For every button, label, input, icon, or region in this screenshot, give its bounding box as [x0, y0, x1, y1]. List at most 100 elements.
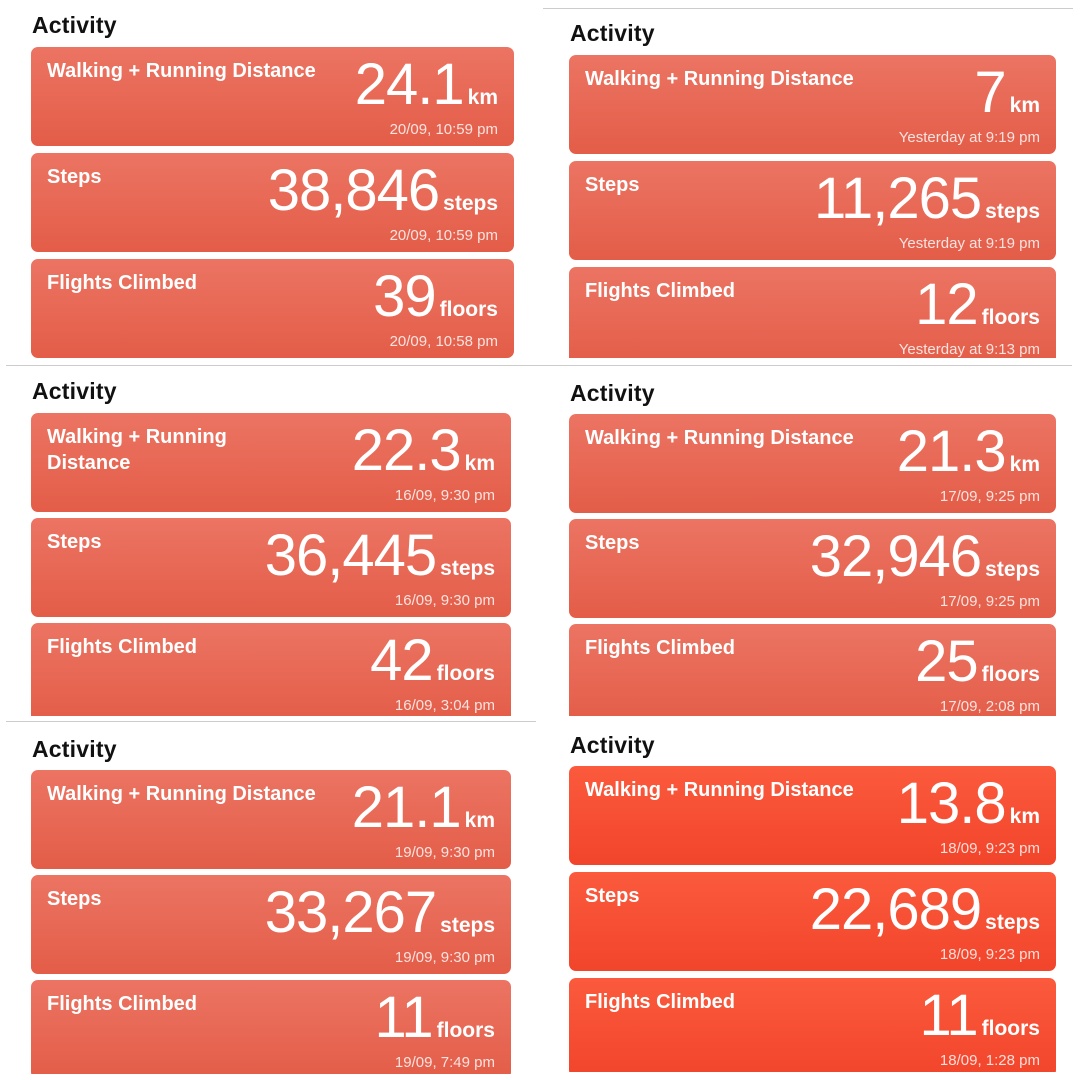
steps-card[interactable]: Steps 36,445 steps 16/09, 9:30 pm: [31, 518, 511, 617]
metric-number: 11: [919, 983, 978, 1048]
card-timestamp: 18/09, 9:23 pm: [939, 840, 1040, 857]
card-label: Steps: [47, 888, 102, 910]
card-value: 21.3 km: [897, 422, 1040, 482]
activity-heading: Activity: [32, 378, 117, 404]
steps-card[interactable]: Steps 11,265 steps Yesterday at 9:19 pm: [569, 161, 1056, 260]
card-timestamp: 19/09, 9:30 pm: [394, 844, 495, 861]
metric-unit: steps: [985, 558, 1040, 581]
metric-unit: floors: [981, 306, 1040, 329]
metric-unit: floors: [981, 663, 1040, 686]
card-timestamp: 16/09, 9:30 pm: [394, 487, 495, 504]
card-label: Flights Climbed: [585, 637, 735, 659]
metric-unit: steps: [443, 192, 498, 215]
metric-unit: km: [1009, 94, 1040, 117]
flights-card[interactable]: Flights Climbed 42 floors 16/09, 3:04 pm: [31, 623, 511, 716]
card-timestamp: 20/09, 10:59 pm: [389, 121, 498, 138]
activity-panel-17-09: Activity Walking + Running Distance 21.3…: [538, 368, 1080, 716]
activity-panel-yesterday: Activity Walking + Running Distance 7 km…: [538, 8, 1080, 358]
metric-unit: steps: [440, 914, 495, 937]
flights-card[interactable]: Flights Climbed 11 floors 18/09, 1:28 pm: [569, 978, 1056, 1072]
card-timestamp: 16/09, 9:30 pm: [394, 592, 495, 609]
card-label: Walking + Running Distance: [585, 779, 854, 801]
flights-card[interactable]: Flights Climbed 39 floors 20/09, 10:58 p…: [31, 259, 514, 358]
activity-panel-19-09: Activity Walking + Running Distance 21.1…: [0, 724, 535, 1074]
card-value: 42 floors: [370, 631, 495, 691]
metric-unit: floors: [981, 1017, 1040, 1040]
card-value: 25 floors: [915, 632, 1040, 692]
flights-card[interactable]: Flights Climbed 11 floors 19/09, 7:49 pm: [31, 980, 511, 1074]
card-value: 33,267 steps: [265, 883, 495, 943]
flights-card[interactable]: Flights Climbed 25 floors 17/09, 2:08 pm: [569, 624, 1056, 716]
metric-number: 33,267: [264, 880, 437, 945]
metric-number: 12: [915, 272, 979, 337]
metric-unit: km: [464, 809, 495, 832]
activity-panel-18-09: Activity Walking + Running Distance 13.8…: [538, 720, 1080, 1072]
card-value: 11 floors: [374, 988, 495, 1048]
metric-unit: floors: [436, 1019, 495, 1042]
activity-heading: Activity: [570, 20, 655, 46]
steps-card[interactable]: Steps 22,689 steps 18/09, 9:23 pm: [569, 872, 1056, 971]
card-value: 7 km: [974, 63, 1040, 123]
steps-card[interactable]: Steps 33,267 steps 19/09, 9:30 pm: [31, 875, 511, 974]
card-label: Flights Climbed: [47, 993, 197, 1015]
flights-card[interactable]: Flights Climbed 12 floors Yesterday at 9…: [569, 267, 1056, 358]
card-timestamp: 19/09, 7:49 pm: [394, 1054, 495, 1071]
card-value: 36,445 steps: [265, 526, 495, 586]
metric-number: 32,946: [809, 524, 982, 589]
card-timestamp: 19/09, 9:30 pm: [394, 949, 495, 966]
card-value: 38,846 steps: [268, 161, 498, 221]
distance-card[interactable]: Walking + Running Distance 24.1 km 20/09…: [31, 47, 514, 146]
card-value: 24.1 km: [355, 55, 498, 115]
metric-unit: km: [464, 452, 495, 475]
card-timestamp: Yesterday at 9:13 pm: [898, 341, 1040, 358]
card-value: 39 floors: [373, 267, 498, 327]
metric-number: 11,265: [814, 166, 982, 231]
metric-number: 21.1: [351, 775, 462, 840]
card-value: 22,689 steps: [810, 880, 1040, 940]
metric-number: 21.3: [896, 419, 1007, 484]
metric-unit: km: [467, 86, 498, 109]
card-timestamp: Yesterday at 9:19 pm: [898, 129, 1040, 146]
card-timestamp: Yesterday at 9:19 pm: [898, 235, 1040, 252]
metric-unit: floors: [439, 298, 498, 321]
metric-unit: floors: [436, 662, 495, 685]
card-timestamp: 20/09, 10:58 pm: [389, 333, 498, 350]
card-timestamp: 18/09, 1:28 pm: [939, 1052, 1040, 1069]
card-value: 12 floors: [915, 275, 1040, 335]
metric-unit: km: [1009, 805, 1040, 828]
card-label: Walking + Running Distance: [47, 60, 316, 82]
metric-number: 22.3: [351, 418, 462, 483]
card-label: Walking + Running Distance: [47, 783, 316, 805]
card-value: 22.3 km: [352, 421, 495, 481]
card-label: Walking + Running Distance: [585, 427, 854, 449]
metric-number: 24.1: [354, 52, 465, 117]
card-timestamp: 20/09, 10:59 pm: [389, 227, 498, 244]
card-label: Steps: [47, 531, 102, 553]
steps-card[interactable]: Steps 32,946 steps 17/09, 9:25 pm: [569, 519, 1056, 618]
card-timestamp: 17/09, 2:08 pm: [939, 698, 1040, 715]
card-value: 32,946 steps: [810, 527, 1040, 587]
metric-number: 7: [974, 60, 1006, 125]
metric-number: 36,445: [264, 523, 437, 588]
card-label: Steps: [585, 885, 640, 907]
distance-card[interactable]: Walking + Running Distance 7 km Yesterda…: [569, 55, 1056, 154]
metric-unit: km: [1009, 453, 1040, 476]
card-label: Walking + Running Distance: [585, 68, 854, 90]
divider-row-1: [6, 365, 1072, 366]
metric-unit: steps: [440, 557, 495, 580]
card-label: Flights Climbed: [47, 272, 197, 294]
card-label: Steps: [585, 174, 640, 196]
card-label: Steps: [47, 166, 102, 188]
steps-card[interactable]: Steps 38,846 steps 20/09, 10:59 pm: [31, 153, 514, 252]
distance-card[interactable]: Walking + Running Distance 13.8 km 18/09…: [569, 766, 1056, 865]
distance-card[interactable]: Walking + Running Distance 21.3 km 17/09…: [569, 414, 1056, 513]
metric-number: 25: [915, 629, 979, 694]
metric-number: 42: [370, 628, 434, 693]
activity-heading: Activity: [32, 736, 117, 762]
distance-card[interactable]: Walking + Running Distance 22.3 km 16/09…: [31, 413, 511, 512]
distance-card[interactable]: Walking + Running Distance 21.1 km 19/09…: [31, 770, 511, 869]
metric-number: 22,689: [809, 877, 982, 942]
divider-top-right: [543, 8, 1073, 9]
card-label: Flights Climbed: [585, 991, 735, 1013]
card-value: 11 floors: [919, 986, 1040, 1046]
